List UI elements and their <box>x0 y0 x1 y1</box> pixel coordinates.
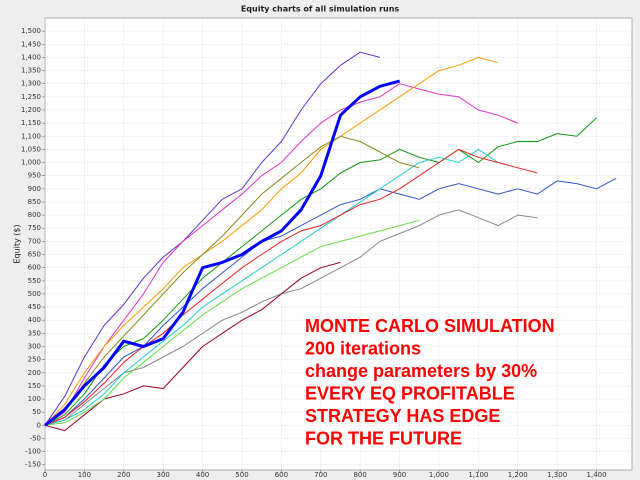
y-tick-label: 500 <box>28 290 41 298</box>
x-tick-label: 300 <box>157 471 170 479</box>
series-line <box>44 51 381 426</box>
series-line <box>44 261 341 432</box>
y-tick-label: 650 <box>28 251 41 259</box>
y-tick-label: 1,000 <box>21 159 41 167</box>
series-line <box>44 148 538 426</box>
y-tick-label: 800 <box>28 211 41 219</box>
y-tick-label: 1,450 <box>21 40 41 48</box>
y-tick-label: -150 <box>25 461 41 469</box>
y-tick-label: 1,250 <box>21 93 41 101</box>
annotation: FOR THE FUTURE <box>305 428 462 448</box>
plot-area <box>44 17 633 471</box>
x-tick-label: 900 <box>393 471 406 479</box>
x-tick-label: 400 <box>196 471 209 479</box>
series-line <box>44 148 499 426</box>
grid: -150 -100 -50 0 50 100 150 200 250 300 350 400 450 50… <box>21 18 632 479</box>
annotation: MONTE CARLO SIMULATION <box>305 316 555 336</box>
series-line <box>44 117 597 426</box>
y-tick-label: -100 <box>25 448 41 456</box>
x-tick-label: 0 <box>43 471 47 479</box>
lines <box>44 51 617 432</box>
y-tick-label: 450 <box>28 303 41 311</box>
y-tick-label: 1,400 <box>21 53 41 61</box>
annotation: STRATEGY HAS EDGE <box>305 406 500 426</box>
x-tick-label: 1,000 <box>429 471 449 479</box>
x-tick-label: 500 <box>235 471 248 479</box>
annotation: 200 iterations <box>305 338 421 358</box>
y-tick-label: 350 <box>28 329 41 337</box>
series-line <box>44 177 617 426</box>
y-tick-label: 1,200 <box>21 106 41 114</box>
y-tick-label: 700 <box>28 237 41 245</box>
y-tick-label: 150 <box>28 382 41 390</box>
y-tick-label: 1,050 <box>21 145 41 153</box>
y-tick-label: 550 <box>28 277 41 285</box>
x-tick-label: 1,400 <box>587 471 607 479</box>
y-tick-label: 900 <box>28 185 41 193</box>
y-tick-label: 850 <box>28 198 41 206</box>
y-tick-label: 1,300 <box>21 80 41 88</box>
series-line <box>44 219 420 426</box>
chart-title: Equity charts of all simulation runs <box>241 5 400 14</box>
y-tick-label: 1,350 <box>21 67 41 75</box>
annotation: change parameters by 30% <box>305 361 537 381</box>
x-tick-label: 1,100 <box>468 471 488 479</box>
y-axis-label: Equity ($) <box>13 224 22 263</box>
y-tick-label: 100 <box>28 395 41 403</box>
x-tick-label: 200 <box>117 471 130 479</box>
y-tick-label: 300 <box>28 342 41 350</box>
y-tick-label: 1,150 <box>21 119 41 127</box>
x-tick-label: 600 <box>275 471 288 479</box>
y-tick-label: 0 <box>37 421 41 429</box>
y-tick-label: 50 <box>32 408 41 416</box>
y-tick-label: 1,100 <box>21 132 41 140</box>
series-line <box>44 135 420 426</box>
y-tick-label: 950 <box>28 172 41 180</box>
series-line <box>44 83 518 426</box>
y-tick-label: 200 <box>28 369 41 377</box>
series-line <box>44 209 538 426</box>
y-tick-label: 600 <box>28 264 41 272</box>
y-tick-label: 750 <box>28 224 41 232</box>
series-line <box>44 79 400 427</box>
x-tick-label: 700 <box>314 471 327 479</box>
series-line <box>44 56 499 426</box>
x-tick-label: 1,300 <box>547 471 567 479</box>
annotation: EVERY EQ PROFITABLE <box>305 383 515 403</box>
y-tick-label: 250 <box>28 356 41 364</box>
y-tick-label: -50 <box>30 434 41 442</box>
x-tick-label: 1,200 <box>508 471 528 479</box>
y-tick-label: 1,500 <box>21 27 41 35</box>
x-tick-label: 100 <box>78 471 91 479</box>
y-tick-label: 400 <box>28 316 41 324</box>
x-tick-label: 800 <box>353 471 366 479</box>
